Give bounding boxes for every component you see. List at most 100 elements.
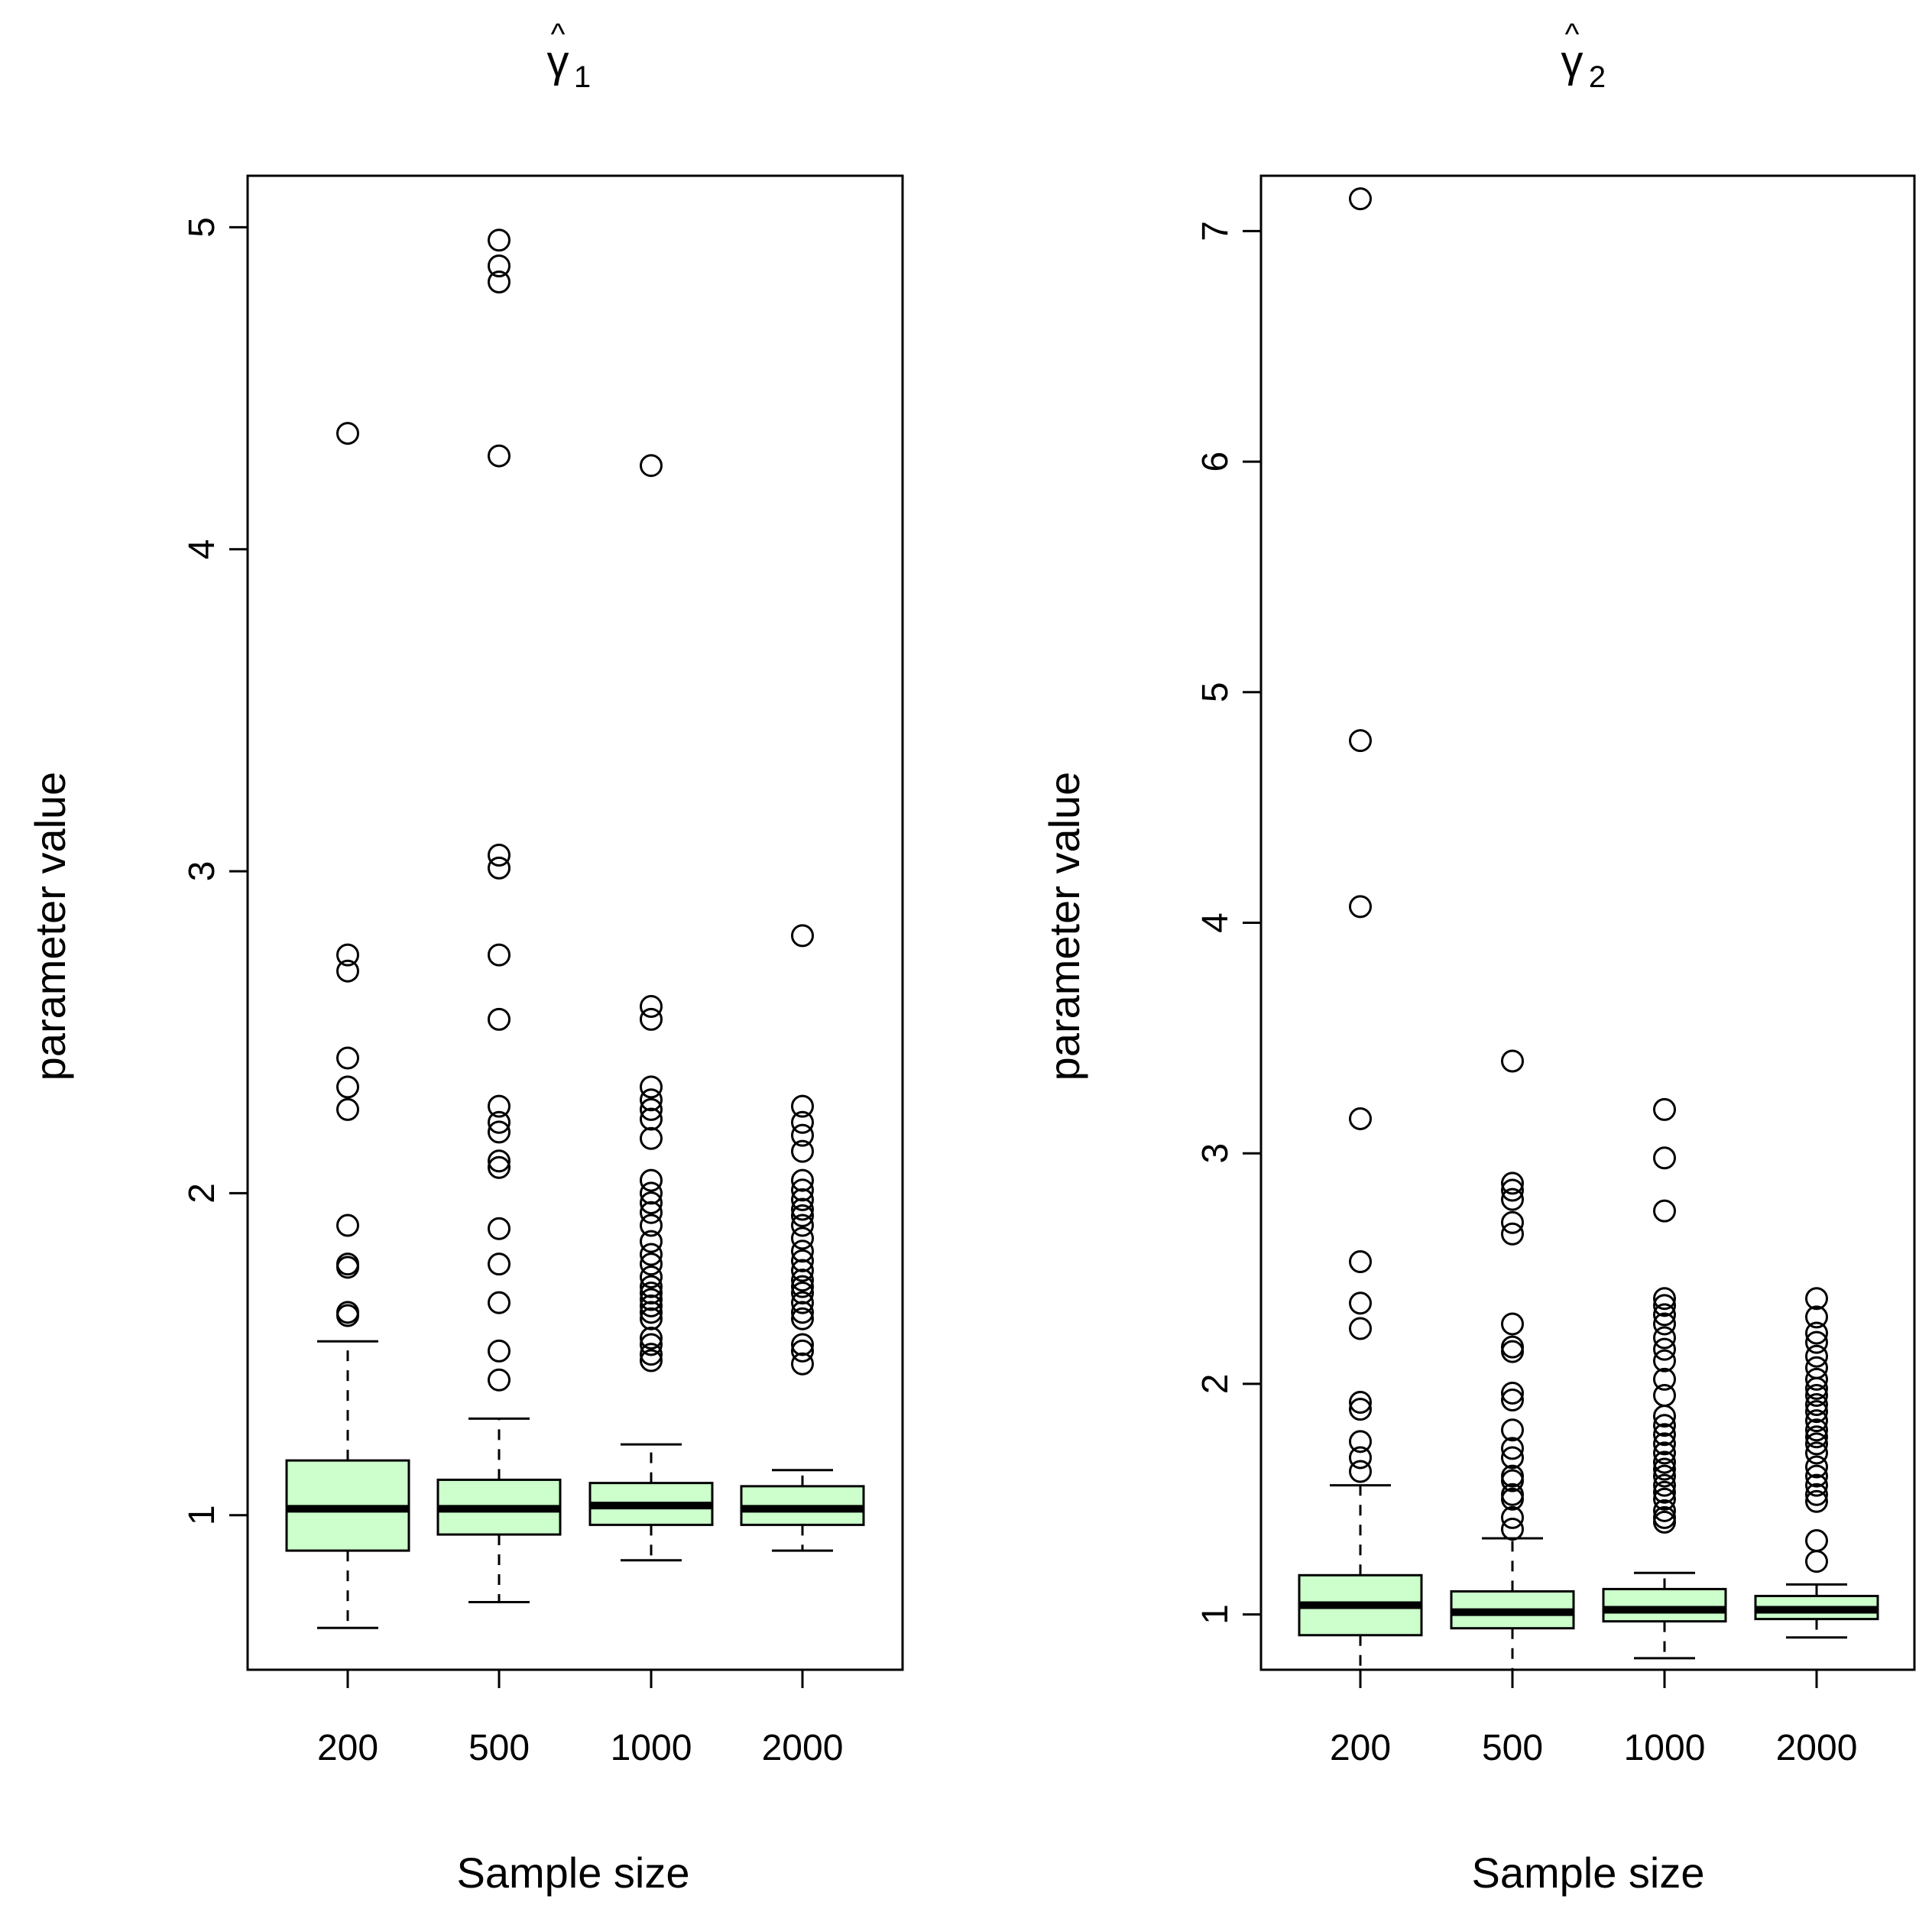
outlier-point: [1501, 1418, 1524, 1442]
outlier-point: [791, 1269, 814, 1292]
panel-1-x-axis: 200 500 1000 2000: [317, 1670, 843, 1768]
outlier-point: [791, 1139, 814, 1163]
panel-2-plot-area: [1298, 187, 1879, 1670]
outlier-point: [640, 1107, 663, 1131]
outlier-point: [640, 1333, 663, 1356]
outlier-point: [336, 1046, 359, 1070]
outlier-point: [791, 1291, 814, 1314]
panel-1-y-axis-title: parameter value: [26, 772, 74, 1081]
outlier-point: [488, 1149, 511, 1173]
outlier-point: [1653, 1499, 1676, 1522]
outlier-point: [488, 1217, 511, 1240]
outlier-point: [1805, 1393, 1828, 1417]
outlier-point: [336, 1301, 359, 1324]
outlier-point: [640, 1243, 663, 1266]
outlier-point: [1805, 1529, 1828, 1553]
outlier-point: [1501, 1222, 1524, 1246]
panel-1: γ 1 ^ Sample size parameter value 12345 …: [26, 18, 904, 1897]
outlier-point: [1805, 1344, 1828, 1368]
outlier-point: [640, 1275, 663, 1298]
outlier-point: [640, 1265, 663, 1288]
outlier-point: [640, 1168, 663, 1192]
outlier-point: [1805, 1464, 1828, 1488]
outlier-point: [791, 1352, 814, 1376]
outlier-point: [1805, 1321, 1828, 1345]
outlier-point: [640, 1343, 663, 1366]
outlier-point: [1653, 1349, 1676, 1372]
box-1000: [588, 454, 714, 1562]
outlier-point: [1653, 1423, 1676, 1447]
outlier-point: [1805, 1489, 1828, 1513]
outlier-point: [791, 1240, 814, 1263]
outlier-point: [1805, 1367, 1828, 1391]
x-tick-label: 500: [468, 1728, 530, 1768]
outlier-point: [488, 228, 511, 252]
x-tick-label: 200: [317, 1728, 378, 1768]
x-tick-label: 1000: [611, 1728, 692, 1768]
outlier-point: [1653, 1326, 1676, 1350]
box-500: [436, 228, 562, 1604]
outlier-point: [1501, 1483, 1524, 1506]
outlier-point: [1349, 895, 1372, 919]
x-tick-label: 1000: [1624, 1728, 1706, 1768]
outlier-point: [488, 1291, 511, 1314]
outlier-point: [1653, 1303, 1676, 1327]
outlier-point: [1349, 1430, 1372, 1453]
outlier-point: [791, 1301, 814, 1324]
outlier-point: [1805, 1356, 1828, 1379]
outlier-point: [640, 1214, 663, 1237]
outlier-point: [1501, 1178, 1524, 1202]
outlier-point: [1653, 1097, 1676, 1121]
outlier-point: [791, 1259, 814, 1282]
outlier-point: [488, 1253, 511, 1276]
outlier-point: [1501, 1188, 1524, 1211]
outlier-point: [791, 1249, 814, 1272]
outlier-point: [488, 1110, 511, 1134]
outlier-point: [640, 1097, 663, 1121]
outlier-point: [640, 1075, 663, 1099]
outlier-point: [1653, 1199, 1676, 1223]
outlier-point: [488, 1155, 511, 1179]
outlier-point: [640, 1253, 663, 1276]
outlier-point: [640, 1126, 663, 1150]
outlier-point: [1653, 1287, 1676, 1311]
panel-2: γ 2 ^ Sample size parameter value 1 2 3 4 5 6…: [1040, 18, 1916, 1897]
outlier-point: [488, 1120, 511, 1144]
panel-2-x-axis: 200 500 1000 2000: [1330, 1670, 1857, 1768]
boxes-group: [285, 228, 865, 1629]
outlier-point: [1653, 1457, 1676, 1481]
outlier-point: [488, 1007, 511, 1031]
outlier-point: [1653, 1441, 1676, 1465]
outlier-point: [640, 1307, 663, 1330]
outlier-point: [1653, 1487, 1676, 1511]
outlier-point: [1501, 1381, 1524, 1405]
outlier-point: [791, 1307, 814, 1330]
outlier-point: [1653, 1312, 1676, 1336]
outlier-point: [791, 1168, 814, 1192]
outlier-point: [791, 1275, 814, 1298]
outlier-point: [1501, 1312, 1524, 1336]
outlier-point: [1349, 1391, 1372, 1415]
outlier-point: [1349, 1249, 1372, 1273]
outlier-point: [488, 844, 511, 867]
outlier-point: [640, 1181, 663, 1205]
iqr-box: [1602, 1587, 1727, 1623]
outlier-point: [1349, 1446, 1372, 1470]
outlier-point: [1501, 1464, 1524, 1488]
outlier-point: [336, 1253, 359, 1276]
outlier-point: [1653, 1294, 1676, 1317]
outlier-point: [640, 995, 663, 1019]
outlier-point: [640, 1282, 663, 1305]
x-tick-label: 2000: [762, 1728, 844, 1768]
outlier-point: [488, 1368, 511, 1392]
outlier-point: [1653, 1367, 1676, 1391]
outlier-point: [336, 1214, 359, 1237]
outlier-point: [336, 959, 359, 983]
outlier-point: [1349, 729, 1372, 753]
panel-2-x-axis-title: Sample size: [1471, 1849, 1704, 1897]
outlier-point: [640, 1191, 663, 1215]
outlier-point: [1805, 1409, 1828, 1433]
outlier-point: [1349, 1398, 1372, 1421]
outlier-point: [1501, 1172, 1524, 1195]
